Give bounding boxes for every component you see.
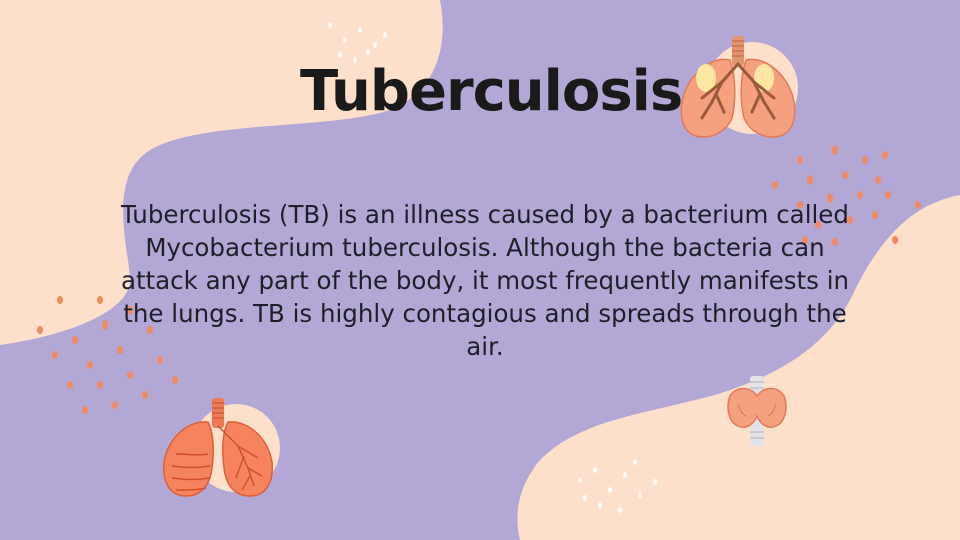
sparkle-dots-bottom — [578, 459, 657, 513]
top-left-blob — [0, 0, 443, 345]
sparkle-dots-top — [328, 22, 387, 63]
slide-title: Tuberculosis — [300, 59, 683, 124]
lungs-icon — [680, 36, 798, 138]
thyroid-icon — [727, 376, 787, 446]
body-paragraph: Tuberculosis (TB) is an illness caused b… — [120, 200, 850, 361]
lungs-icon — [162, 398, 280, 497]
orange-dots-left — [37, 296, 178, 414]
bottom-right-blob — [517, 195, 960, 540]
orange-dots-right — [772, 145, 921, 246]
